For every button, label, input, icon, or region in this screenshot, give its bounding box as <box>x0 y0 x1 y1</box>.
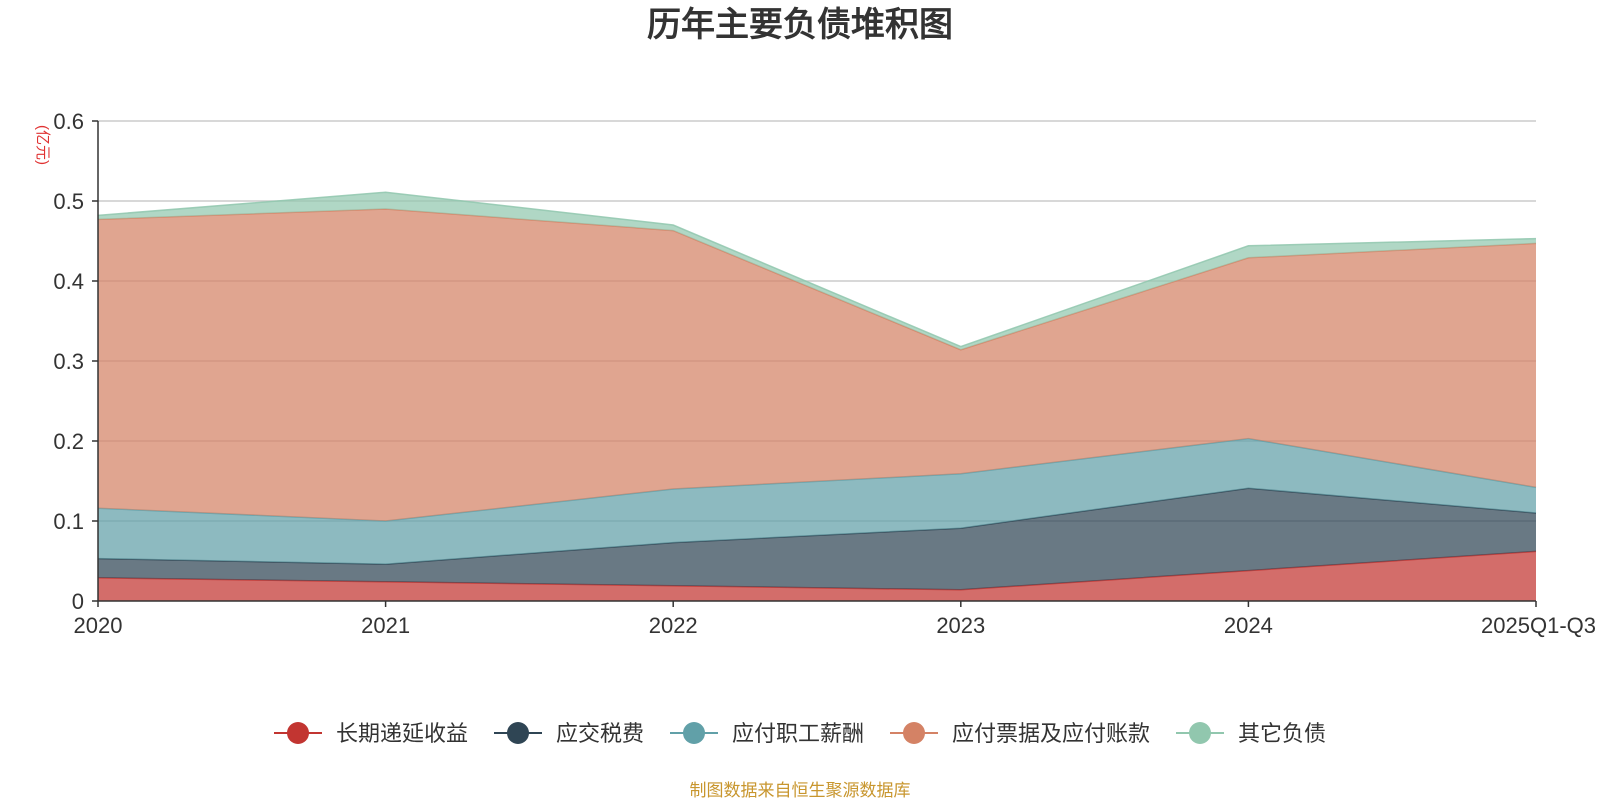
legend-label: 应付票据及应付账款 <box>952 721 1150 746</box>
legend-marker <box>507 722 529 744</box>
legend-label: 其它负债 <box>1238 721 1326 746</box>
legend-label: 长期递延收益 <box>336 721 468 746</box>
legend-marker <box>287 722 309 744</box>
y-tick-label: 0.4 <box>53 269 84 294</box>
legend-marker <box>1189 722 1211 744</box>
area-0 <box>98 551 1536 601</box>
area-series <box>97 191 1537 601</box>
legend-marker <box>683 722 705 744</box>
y-tick-label: 0.6 <box>53 109 84 134</box>
x-tick-label: 2025Q1-Q3 <box>1481 613 1596 638</box>
legend-item: 长期递延收益 <box>274 721 468 746</box>
area-2 <box>98 438 1536 565</box>
axes: 0 0.1 0.2 0.3 0.4 0.5 0.6 2020 2021 2022 2023 2024 2… <box>53 109 1596 638</box>
x-tick-label: 2023 <box>936 613 985 638</box>
area-edge-3 <box>97 208 1537 351</box>
area-1 <box>98 488 1536 590</box>
x-tick-label: 2020 <box>74 613 123 638</box>
data-source-note: 制图数据来自恒生聚源数据库 <box>690 781 911 800</box>
y-tick-label: 0.2 <box>53 429 84 454</box>
legend-marker <box>903 722 925 744</box>
x-tick-label: 2024 <box>1224 613 1273 638</box>
y-tick-label: 0 <box>72 589 84 614</box>
legend-item: 应付职工薪酬 <box>670 721 864 746</box>
area-edge-4 <box>97 191 1537 348</box>
legend-item: 应交税费 <box>494 721 644 746</box>
legend-item: 其它负债 <box>1176 721 1326 746</box>
y-tick-label: 0.5 <box>53 189 84 214</box>
chart-title: 历年主要负债堆积图 <box>647 6 953 44</box>
area-4 <box>98 192 1536 350</box>
y-axis-unit: (亿元) <box>34 125 51 165</box>
legend-label: 应付职工薪酬 <box>732 721 864 746</box>
x-tick-label: 2022 <box>649 613 698 638</box>
legend: 长期递延收益 应交税费 应付职工薪酬 应付票据及应付账款 其它负债 <box>274 721 1326 746</box>
area-3 <box>98 209 1536 521</box>
legend-item: 应付票据及应付账款 <box>890 721 1150 746</box>
x-tick-label: 2021 <box>361 613 410 638</box>
y-tick-label: 0.3 <box>53 349 84 374</box>
y-tick-label: 0.1 <box>53 509 84 534</box>
legend-label: 应交税费 <box>556 721 644 746</box>
